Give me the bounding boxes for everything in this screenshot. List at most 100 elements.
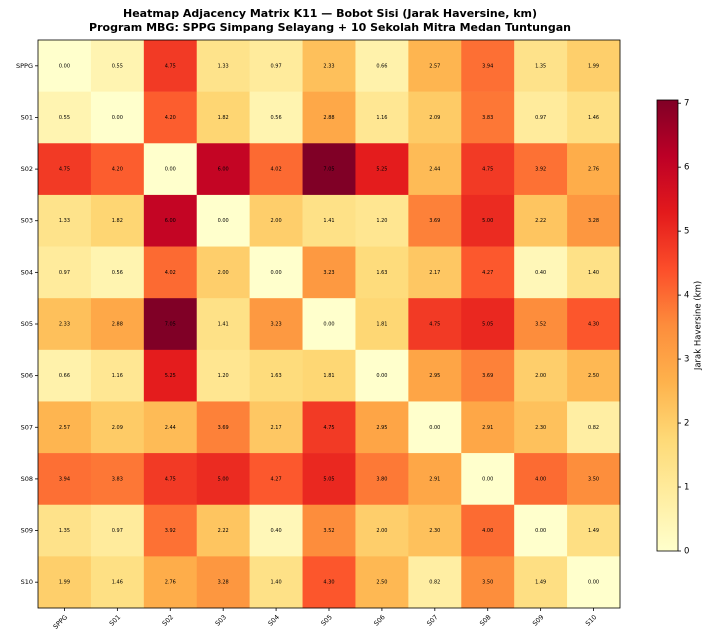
cell-label: 3.69 — [482, 373, 493, 379]
cell — [461, 401, 515, 454]
cell — [461, 556, 515, 609]
cell — [196, 194, 250, 247]
cell-label: 4.75 — [165, 63, 176, 69]
colorbar-tick-label: 5 — [684, 227, 689, 237]
cell — [355, 40, 409, 92]
cell — [249, 556, 303, 609]
cell-label: 5.25 — [376, 167, 387, 173]
cell — [408, 349, 462, 402]
cell-label: 1.99 — [588, 63, 599, 69]
cell — [143, 556, 198, 609]
cell — [90, 504, 145, 557]
cell-label: 0.00 — [165, 167, 176, 173]
cell — [196, 401, 250, 454]
colorbar-tick-label: 2 — [684, 419, 689, 429]
cell — [514, 504, 568, 557]
cell-label: 5.05 — [323, 476, 334, 482]
cell-label: 4.75 — [59, 167, 70, 173]
x-tick-label: S09 — [531, 613, 545, 627]
cell-label: 1.63 — [376, 270, 387, 276]
cell — [461, 298, 515, 351]
cell — [196, 91, 250, 144]
cell — [355, 246, 409, 299]
cell-label: 2.22 — [218, 528, 229, 534]
cell — [461, 453, 515, 506]
cell — [249, 246, 303, 299]
cell — [196, 246, 250, 299]
cell-label: 7.05 — [323, 167, 334, 173]
cell-label: 1.20 — [376, 218, 387, 224]
y-tick-label: S01 — [21, 113, 33, 121]
cell — [38, 504, 92, 557]
cell-label: 2.30 — [535, 425, 546, 431]
cell-label: 3.69 — [429, 218, 440, 224]
cell-label: 5.05 — [482, 322, 493, 328]
x-tick-label: S08 — [478, 613, 492, 627]
cell — [38, 194, 92, 247]
cell-label: 2.88 — [323, 115, 334, 121]
cell — [408, 91, 462, 144]
colorbar-tick-label: 3 — [684, 355, 689, 365]
cell — [408, 556, 462, 609]
cell — [567, 401, 621, 454]
colorbar-tick-label: 7 — [684, 99, 689, 109]
cell — [514, 40, 568, 92]
cell-label: 4.27 — [271, 476, 282, 482]
cell-label: 1.81 — [376, 322, 387, 328]
cell — [196, 40, 250, 92]
cell — [408, 40, 462, 92]
cell-label: 1.41 — [218, 322, 229, 328]
cell — [38, 143, 92, 196]
cell — [514, 453, 568, 506]
cell — [90, 143, 145, 196]
cell — [249, 504, 303, 557]
cell-label: 2.00 — [376, 528, 387, 534]
cell — [514, 246, 568, 299]
cell-label: 1.35 — [535, 63, 546, 69]
cell-label: 0.97 — [112, 528, 123, 534]
cell-label: 3.69 — [218, 425, 229, 431]
cell-label: 2.17 — [429, 270, 440, 276]
x-tick-label: S03 — [214, 613, 228, 627]
cell — [90, 246, 145, 299]
cell — [196, 143, 250, 196]
cell — [514, 556, 568, 609]
cell-label: 1.33 — [59, 218, 70, 224]
y-tick-label: S02 — [21, 165, 33, 173]
cell — [143, 401, 198, 454]
cell-label: 3.92 — [165, 528, 176, 534]
cell-label: 0.00 — [376, 373, 387, 379]
cell — [408, 143, 462, 196]
cell — [355, 91, 409, 144]
cell-label: 2.30 — [429, 528, 440, 534]
cell — [90, 40, 145, 92]
cell-label: 4.75 — [165, 476, 176, 482]
cell — [302, 453, 356, 506]
cell-label: 2.50 — [588, 373, 599, 379]
cell — [461, 40, 515, 92]
cell-label: 4.75 — [429, 322, 440, 328]
cell — [90, 194, 145, 247]
cell-label: 0.00 — [323, 322, 334, 328]
cell-label: 2.91 — [482, 425, 493, 431]
cell-label: 0.00 — [112, 115, 123, 121]
chart-subtitle: Program MBG: SPPG Simpang Selayang + 10 … — [89, 21, 571, 34]
y-tick-label: S05 — [21, 320, 33, 328]
cell — [143, 143, 198, 196]
cell-label: 4.30 — [323, 580, 334, 586]
cell — [302, 401, 356, 454]
cell — [38, 453, 92, 506]
cell-label: 4.00 — [482, 528, 493, 534]
cell — [196, 504, 250, 557]
cell — [355, 194, 409, 247]
cell — [408, 401, 462, 454]
cell-label: 4.75 — [482, 167, 493, 173]
cell — [461, 504, 515, 557]
cell — [514, 401, 568, 454]
cell — [408, 194, 462, 247]
cell — [38, 298, 92, 351]
cell-label: 1.49 — [535, 580, 546, 586]
cell-label: 2.57 — [429, 63, 440, 69]
cell — [355, 349, 409, 402]
cell-label: 2.17 — [271, 425, 282, 431]
